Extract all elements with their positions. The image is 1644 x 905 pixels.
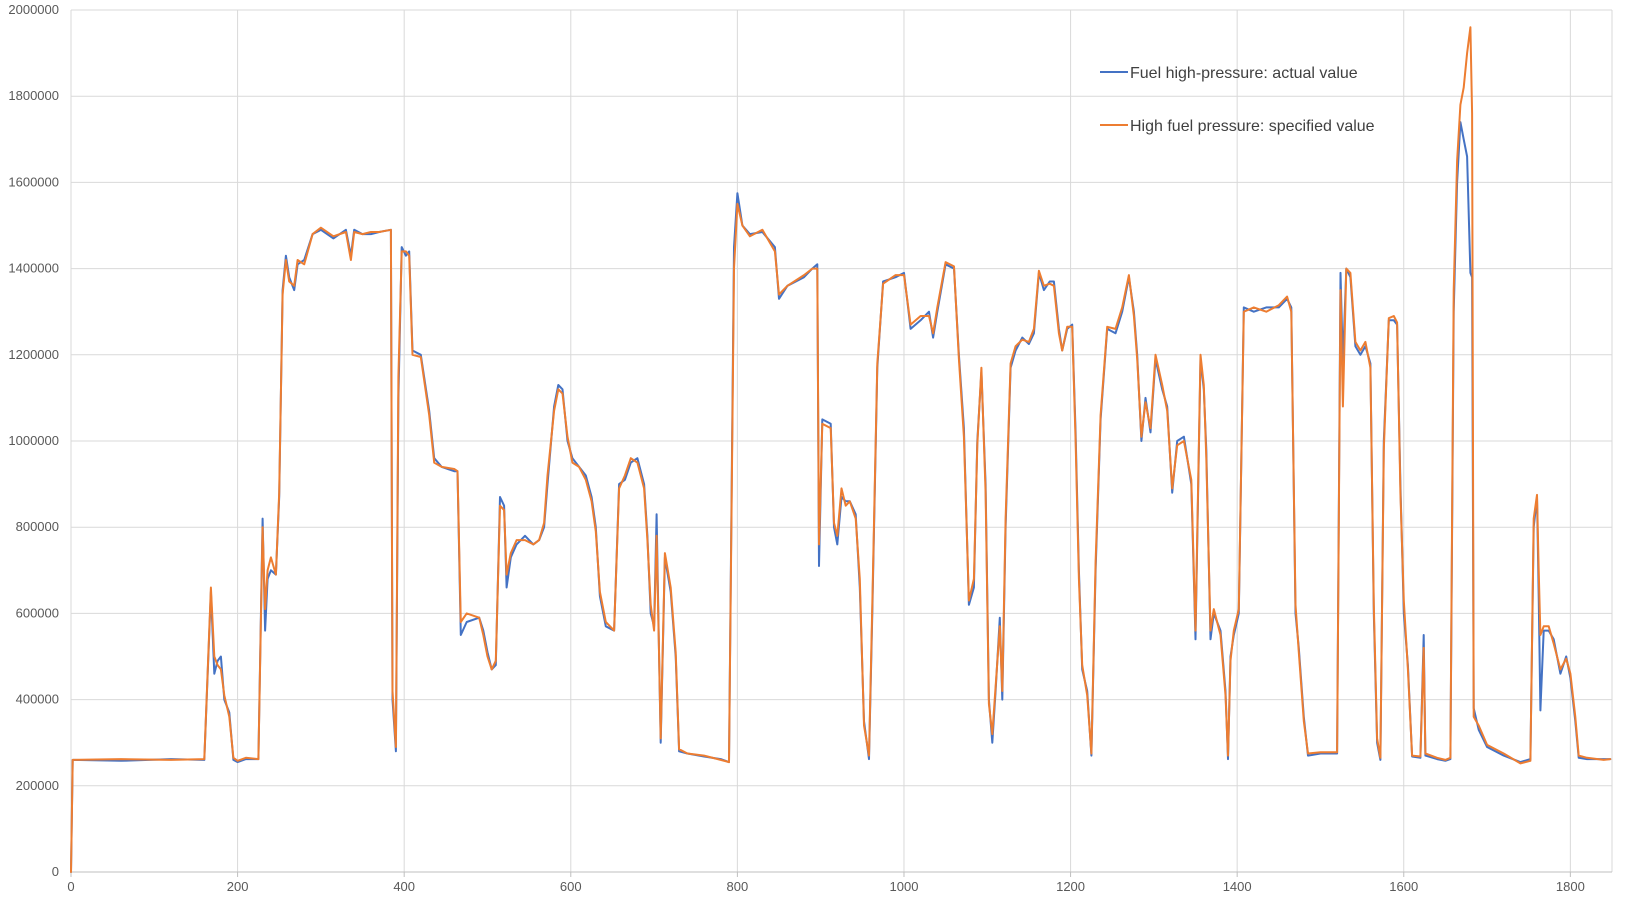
y-tick-label: 800000 [16,519,59,534]
y-tick-label: 1800000 [8,88,59,103]
legend-label: High fuel pressure: specified value [1130,118,1375,135]
y-tick-label: 1600000 [8,174,59,189]
x-tick-label: 0 [67,879,74,894]
series-line-1 [70,26,1612,873]
y-tick-label: 400000 [16,692,59,707]
y-tick-label: 200000 [16,778,59,793]
x-tick-label: 1000 [890,879,919,894]
x-tick-label: 200 [227,879,249,894]
x-tick-label: 600 [560,879,582,894]
series-lines [70,26,1612,873]
legend: Fuel high-pressure: actual value High fue… [1100,65,1375,135]
y-tick-label: 2000000 [8,2,59,17]
axes: 0 200000 400000 600000 800000 1000000 1200000 1… [8,2,1612,894]
y-tick-label: 1400000 [8,261,59,276]
grid [70,9,1613,872]
x-tick-label: 1600 [1389,879,1418,894]
x-tick-label: 1200 [1056,879,1085,894]
legend-label: Fuel high-pressure: actual value [1130,65,1358,82]
y-tick-label: 600000 [16,605,59,620]
y-tick-label: 1200000 [8,347,59,362]
y-tick-label: 1000000 [8,433,59,448]
x-tick-label: 800 [727,879,749,894]
x-tick-label: 1400 [1223,879,1252,894]
x-tick-label: 400 [393,879,415,894]
x-tick-label: 1800 [1556,879,1585,894]
y-tick-label: 0 [52,864,59,879]
